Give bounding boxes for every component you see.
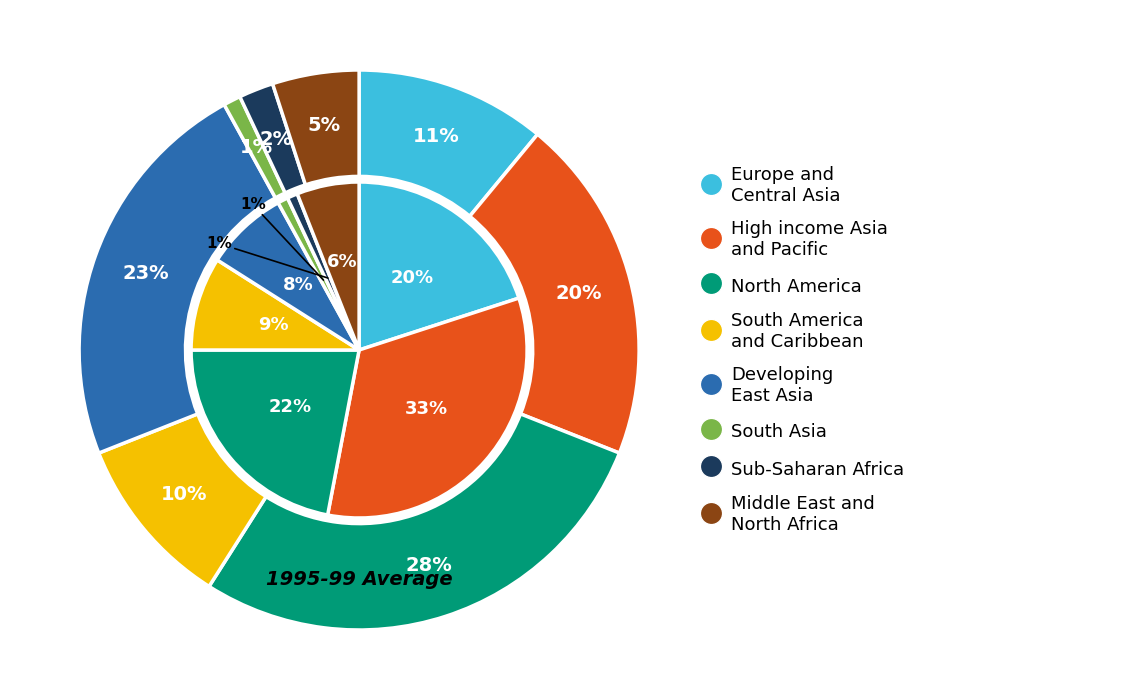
Wedge shape (225, 97, 285, 198)
Wedge shape (272, 70, 359, 185)
Text: 11%: 11% (413, 127, 459, 146)
Wedge shape (359, 70, 538, 216)
Wedge shape (218, 203, 359, 350)
Wedge shape (287, 194, 359, 350)
Text: 22%: 22% (269, 398, 311, 416)
Wedge shape (192, 350, 359, 515)
Text: 23%: 23% (122, 264, 169, 283)
Wedge shape (209, 414, 619, 630)
Text: 1%: 1% (206, 236, 328, 278)
Wedge shape (327, 298, 527, 518)
Text: 10%: 10% (161, 485, 207, 504)
Wedge shape (99, 414, 266, 587)
Text: 2%: 2% (259, 130, 292, 148)
Legend: Europe and
Central Asia, High income Asia
and Pacific, North America, South Amer: Europe and Central Asia, High income Asi… (706, 166, 904, 534)
Wedge shape (79, 104, 276, 453)
Text: 1%: 1% (239, 197, 324, 280)
Wedge shape (359, 182, 519, 350)
Wedge shape (470, 134, 640, 453)
Text: 20%: 20% (390, 269, 433, 286)
Text: 20%: 20% (555, 284, 602, 303)
Wedge shape (239, 84, 306, 193)
Text: 5%: 5% (307, 116, 340, 136)
Text: 1%: 1% (239, 139, 272, 158)
Text: 1995-99 Average: 1995-99 Average (266, 570, 453, 589)
Wedge shape (278, 198, 359, 350)
Text: 28%: 28% (406, 556, 453, 575)
Text: 33%: 33% (405, 400, 448, 419)
Wedge shape (298, 182, 359, 350)
Wedge shape (192, 260, 359, 350)
Text: 9%: 9% (258, 316, 288, 334)
Text: 6%: 6% (327, 253, 358, 271)
Text: 8%: 8% (283, 276, 314, 294)
